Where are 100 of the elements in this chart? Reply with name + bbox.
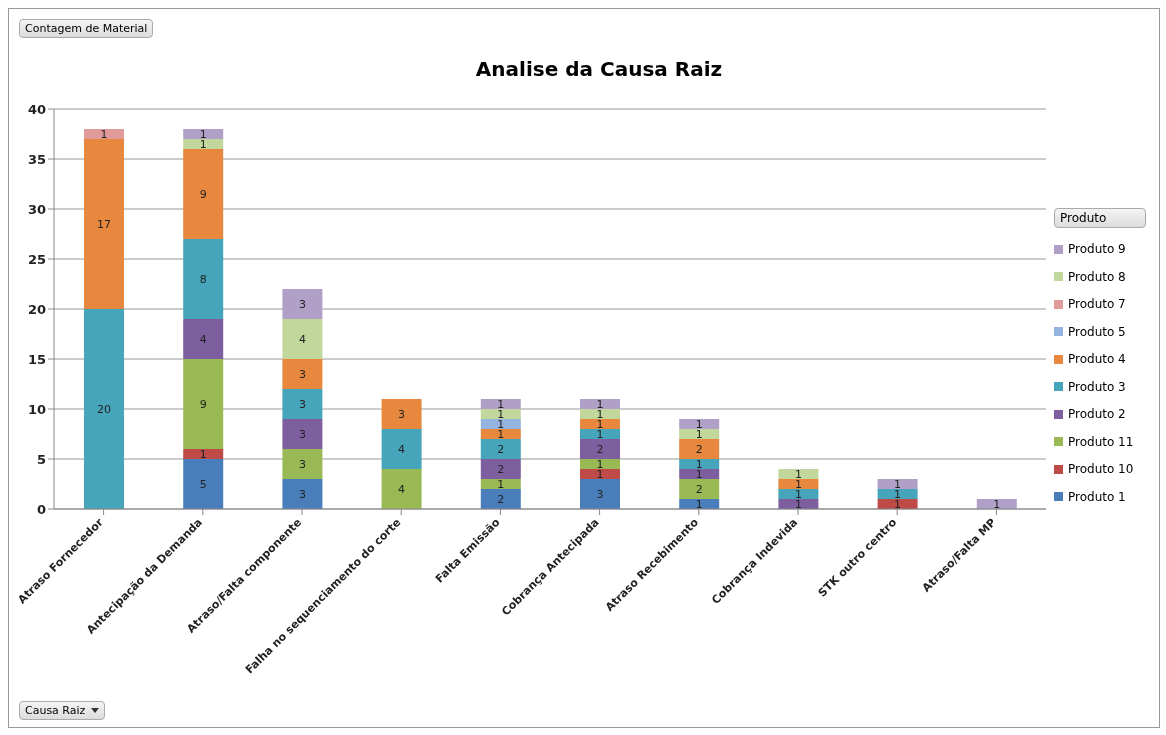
bar [282,389,323,419]
data-label: 4 [398,482,406,496]
data-label: 2 [497,462,505,476]
data-label: 2 [695,482,703,496]
bar [480,429,521,439]
data-label: 9 [199,397,207,411]
bar [84,129,124,139]
bar [480,399,521,409]
legend-label: Produto 1 [1068,489,1126,504]
legend-label: Produto 3 [1068,379,1126,394]
text: Contagem de Material [25,22,148,35]
bar [580,469,620,479]
y-tick-label: 10 [27,401,46,417]
bar [480,409,521,419]
bar [381,429,422,469]
data-label: 3 [596,487,604,501]
data-label: 3 [298,297,306,311]
bar [282,479,323,509]
bar [679,429,720,439]
bar [480,489,521,509]
legend-label: Produto 4 [1068,352,1126,367]
bar [778,489,819,499]
data-label: 4 [199,332,207,346]
data-label: 3 [298,457,306,471]
legend-label: Produto 9 [1068,242,1126,257]
bar [580,409,620,419]
bar [679,479,720,499]
data-label: 3 [298,367,306,381]
y-tick-label: 5 [36,451,46,467]
legend-label: Produto 5 [1068,324,1126,339]
y-tick-label: 25 [27,251,46,267]
bar [282,289,323,319]
bar [282,359,323,389]
data-label: 2 [695,442,703,456]
data-label: 1 [993,497,1001,511]
legend-label: Produto 11 [1068,434,1134,449]
bar [580,419,620,429]
bar [183,239,224,319]
bar [183,139,224,149]
data-label: 17 [97,217,111,231]
bar [679,439,720,459]
data-label: 9 [199,187,207,201]
legend-label: Produto 10 [1068,462,1134,477]
bar [580,479,620,509]
bar [580,429,620,439]
y-tick-label: 0 [36,501,46,517]
data-label: 1 [497,477,505,491]
data-label: 2 [497,492,505,506]
data-label: 3 [398,407,406,421]
bar [877,479,918,489]
data-label: 20 [97,402,111,416]
bar [877,489,918,499]
y-tick-label: 20 [27,301,46,317]
data-label: 1 [100,127,108,141]
bar [183,459,224,509]
bar [679,419,720,429]
data-label: 3 [298,487,306,501]
y-tick-label: 35 [27,151,46,167]
bar [480,419,521,429]
data-label: 3 [298,427,306,441]
data-label: 3 [298,397,306,411]
chart-title: Analise da Causa Raiz [474,57,724,81]
text: Causa Raiz [25,704,86,717]
bar [381,399,422,429]
bar [778,469,819,479]
data-label: 4 [298,332,306,346]
bar [282,419,323,449]
bar [282,319,323,359]
data-label: 4 [398,442,406,456]
data-label: 2 [497,442,505,456]
bar [183,319,224,359]
data-label: 1 [695,497,703,511]
bar [778,479,819,489]
bar [282,449,323,479]
bar [480,459,521,479]
y-tick-label: 15 [27,351,46,367]
data-label: 8 [199,272,207,286]
bar [480,479,521,489]
bar [183,449,224,459]
bar [480,439,521,459]
bar [580,399,620,409]
bar [580,439,620,459]
bar [183,129,224,139]
legend-label: Produto 7 [1068,297,1126,312]
bar [84,309,124,509]
legend-label: Produto 2 [1068,407,1126,422]
data-label: 1 [199,447,207,461]
bar [381,469,422,509]
bar [679,459,720,469]
y-tick-label: 40 [27,101,46,117]
bar [679,469,720,479]
data-label: 2 [596,442,604,456]
legend-title: Produto [1054,207,1146,228]
bar [580,459,620,469]
legend-label: Produto 8 [1068,269,1126,284]
bar [84,139,124,309]
y-tick-label: 30 [27,201,46,217]
data-label: 5 [199,477,207,491]
bar [183,149,224,239]
bar [183,359,224,449]
